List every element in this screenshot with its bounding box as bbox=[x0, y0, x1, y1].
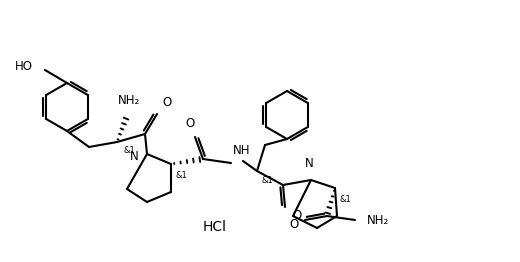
Text: &1: &1 bbox=[124, 146, 136, 155]
Text: O: O bbox=[290, 217, 299, 231]
Text: O: O bbox=[292, 209, 301, 222]
Text: &1: &1 bbox=[339, 195, 351, 204]
Text: N: N bbox=[130, 150, 139, 162]
Text: &1: &1 bbox=[176, 171, 188, 180]
Text: NH₂: NH₂ bbox=[118, 94, 140, 107]
Text: &1: &1 bbox=[262, 176, 274, 185]
Text: NH₂: NH₂ bbox=[367, 214, 389, 227]
Text: HO: HO bbox=[15, 59, 33, 73]
Text: NH: NH bbox=[233, 144, 251, 157]
Text: HCl: HCl bbox=[203, 220, 227, 234]
Text: O: O bbox=[185, 117, 194, 130]
Text: N: N bbox=[305, 157, 314, 170]
Text: O: O bbox=[162, 96, 171, 109]
